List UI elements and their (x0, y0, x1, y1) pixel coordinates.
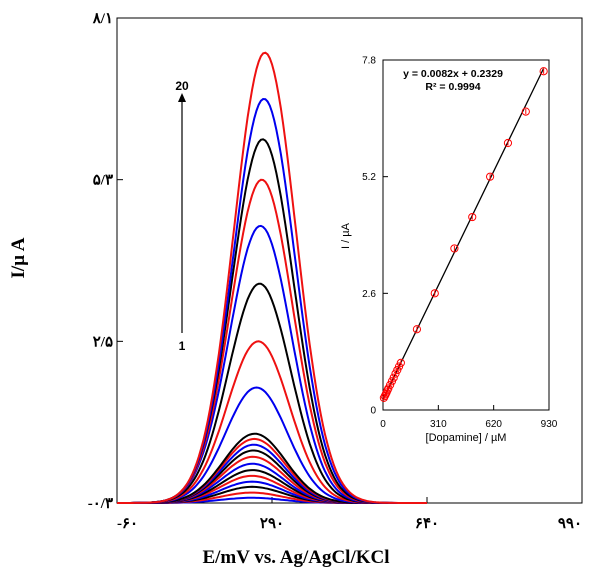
inset-data-point (389, 373, 398, 382)
inset-data-point (539, 67, 548, 76)
inset-y-tick-label: 5.2 (362, 172, 376, 183)
inset-y-tick-label: 7.8 (362, 56, 376, 67)
cv-curve-16 (117, 224, 427, 504)
inset-data-point (396, 358, 405, 367)
inset-y-tick-label: 2.6 (362, 289, 376, 300)
inset-data-point (485, 172, 495, 181)
main-y-tick-label: ۲/۵ (93, 334, 113, 350)
main-x-tick-label: -۶۰ (117, 516, 138, 532)
inset-x-tick-label: 310 (430, 419, 447, 430)
inset-y-tick-label: 0 (370, 406, 376, 417)
increase-arrow-head (178, 93, 186, 102)
inset-data-point (383, 386, 392, 395)
arrow-end-label: 20 (175, 79, 189, 93)
inset-fit-line (382, 68, 545, 400)
inset-data-point (450, 244, 459, 253)
inset-plot-frame (382, 59, 550, 411)
inset-data-point (503, 138, 513, 148)
main-x-tick-label: ۶۴۰ (415, 516, 439, 532)
arrow-start-label: 1 (179, 339, 186, 353)
inset-x-tick-label: 930 (541, 419, 558, 430)
cv-curve-12 (117, 432, 427, 504)
main-y-tick-label: -۰/۳ (88, 496, 113, 512)
inset-x-tick-label: 0 (380, 419, 386, 430)
inset-data-point (468, 212, 477, 222)
inset-x-tick-label: 620 (485, 419, 502, 430)
inset-x-axis-label: [Dopamine] / µM (426, 432, 507, 444)
main-x-axis-label: E/mV vs. Ag/AgCl/KCl (202, 547, 389, 568)
inset-data-point (521, 107, 530, 116)
inset-data-point (412, 325, 422, 334)
inset-r-squared: R² = 0.9994 (425, 81, 480, 93)
inset-equation: y = 0.0082x + 0.2329 (403, 68, 503, 80)
inset-data-point (430, 289, 439, 298)
inset-y-axis-label: I / µA (340, 222, 352, 249)
main-y-tick-label: ۵/۳ (93, 173, 113, 189)
main-x-tick-label: ۹۹۰ (558, 516, 582, 532)
main-x-tick-label: ۲۹۰ (260, 516, 284, 532)
main-y-axis-label: I/µ A (8, 237, 29, 278)
cv-curve-20 (117, 51, 427, 504)
main-y-tick-label: ۸/۱ (92, 11, 113, 27)
